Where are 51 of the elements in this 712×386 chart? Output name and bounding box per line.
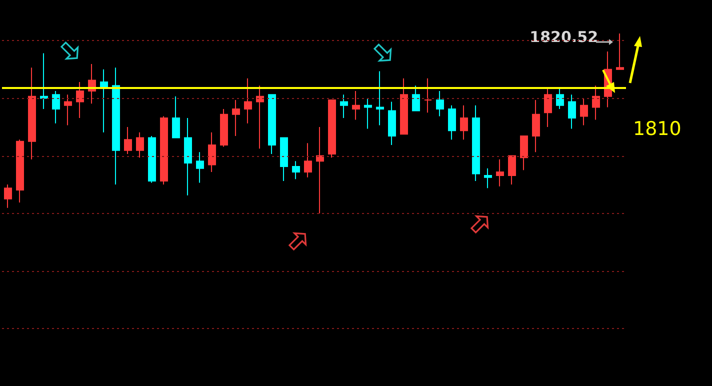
candlestick bbox=[544, 86, 552, 128]
candlestick bbox=[304, 142, 312, 178]
candlestick bbox=[424, 78, 432, 114]
candlestick bbox=[232, 100, 240, 136]
candlestick bbox=[400, 78, 408, 135]
candlestick bbox=[124, 126, 132, 154]
candlestick bbox=[520, 135, 528, 171]
candlestick bbox=[316, 126, 324, 214]
candlestick bbox=[460, 104, 468, 140]
candlestick bbox=[76, 82, 84, 118]
candlestick bbox=[568, 94, 576, 130]
candlestick bbox=[436, 90, 444, 117]
candlestick bbox=[112, 67, 120, 186]
candlestick bbox=[100, 68, 108, 133]
candlestick bbox=[64, 94, 72, 126]
candlestick bbox=[508, 155, 516, 186]
candlestick bbox=[244, 78, 252, 124]
candlestick bbox=[580, 98, 588, 126]
candlestick bbox=[364, 98, 372, 130]
candlestick bbox=[280, 137, 288, 182]
candlestick bbox=[292, 160, 300, 180]
candlestick bbox=[208, 132, 216, 172]
candlestick bbox=[412, 85, 420, 112]
candlestick bbox=[352, 90, 360, 120]
candlestick bbox=[340, 94, 348, 118]
candlestick bbox=[148, 135, 156, 184]
candlestick bbox=[4, 184, 12, 208]
candlestick bbox=[136, 132, 144, 158]
candlestick bbox=[220, 108, 228, 148]
candlestick bbox=[16, 139, 24, 204]
candlestick bbox=[184, 117, 192, 196]
candlestick bbox=[472, 104, 480, 182]
candlestick bbox=[160, 116, 168, 186]
candlestick bbox=[556, 86, 564, 110]
candlestick bbox=[52, 90, 60, 124]
candlestick bbox=[448, 104, 456, 140]
candlestick bbox=[328, 100, 336, 158]
candlestick bbox=[484, 168, 492, 189]
candlestick bbox=[592, 85, 600, 120]
candlestick bbox=[376, 70, 384, 126]
candlestick bbox=[268, 94, 276, 154]
candlestick bbox=[196, 152, 204, 184]
candlestick bbox=[616, 32, 624, 70]
candlestick bbox=[172, 96, 180, 138]
candlestick bbox=[256, 85, 264, 150]
candlestick bbox=[388, 101, 396, 146]
candlestick bbox=[40, 52, 48, 110]
candlestick bbox=[496, 158, 504, 187]
candlestick bbox=[28, 67, 36, 160]
text: 1810 bbox=[633, 118, 682, 140]
candlestick bbox=[532, 100, 540, 153]
